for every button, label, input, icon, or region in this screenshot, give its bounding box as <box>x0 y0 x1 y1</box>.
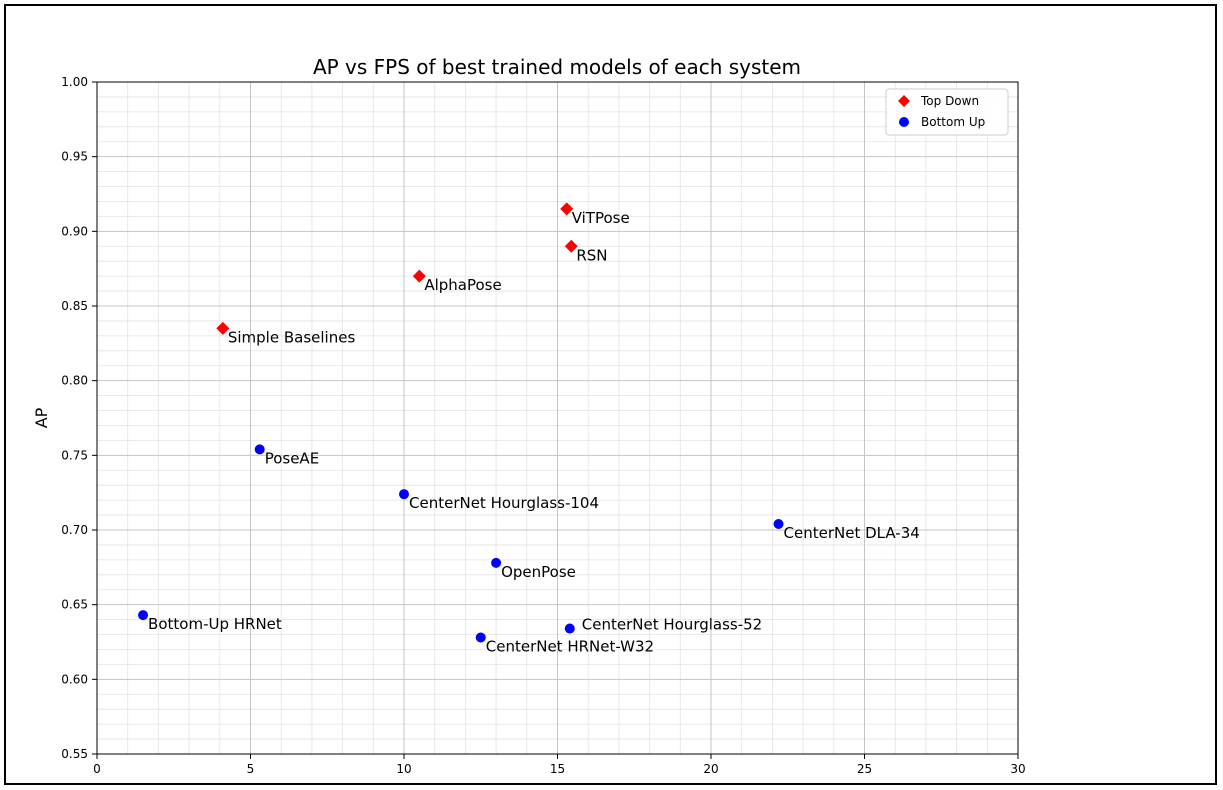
point-marker-circle <box>399 489 409 500</box>
legend-marker-diamond <box>898 95 910 107</box>
chart-title: AP vs FPS of best trained models of each… <box>313 55 801 79</box>
x-tick-label: 15 <box>550 762 565 776</box>
y-tick-label: 0.80 <box>61 374 88 388</box>
point-marker-diamond <box>216 321 230 335</box>
x-tick-label: 0 <box>93 762 101 776</box>
point-label: Bottom-Up HRNet <box>148 615 282 633</box>
point-label: CenterNet Hourglass-104 <box>409 494 599 512</box>
y-tick-label: 0.95 <box>61 150 88 164</box>
x-tick-label: 25 <box>857 762 872 776</box>
point-label: RSN <box>576 246 607 264</box>
y-tick-label: 0.65 <box>61 598 88 612</box>
point-label: PoseAE <box>265 449 319 467</box>
x-tick-label: 10 <box>396 762 411 776</box>
point-label: ViTPose <box>572 209 630 227</box>
point-label: CenterNet HRNet-W32 <box>486 638 654 656</box>
point-label: Simple Baselines <box>228 328 356 346</box>
point-label: CenterNet DLA-34 <box>784 524 920 542</box>
legend: Top Down Bottom Up <box>885 88 1009 136</box>
legend-marker-circle <box>899 117 909 127</box>
point-marker-diamond <box>412 269 426 283</box>
y-tick-label: 0.55 <box>61 747 88 761</box>
x-tick-label: 20 <box>703 762 718 776</box>
point-marker-circle <box>491 557 502 568</box>
point-marker-circle <box>564 623 575 634</box>
legend-entry-label: Top Down <box>920 94 979 108</box>
x-axis: 0 5 10 15 20 25 30 <box>93 754 1026 776</box>
point-marker-circle <box>773 519 784 530</box>
data-points: ViTPose RSN AlphaPose Simple Baselines PoseA… <box>138 202 920 656</box>
x-tick-label: 5 <box>247 762 255 776</box>
y-tick-label: 1.00 <box>61 75 88 89</box>
y-tick-label: 0.90 <box>61 224 88 238</box>
y-tick-label: 0.75 <box>61 448 88 462</box>
point-marker-circle <box>475 632 486 643</box>
figure-frame <box>4 4 1217 785</box>
y-tick-label: 0.85 <box>61 299 88 313</box>
x-tick-label: 30 <box>1010 762 1025 776</box>
point-label: CenterNet Hourglass-52 <box>582 616 762 634</box>
y-tick-label: 0.60 <box>61 672 88 686</box>
point-marker-circle <box>254 444 265 455</box>
y-axis-title: AP <box>32 407 51 428</box>
point-label: AlphaPose <box>424 276 501 294</box>
legend-box <box>885 88 1009 136</box>
point-marker-diamond <box>560 202 574 216</box>
y-axis: 0.55 0.60 0.65 0.70 0.75 0.80 0.85 0.90 0.95 1.00 <box>61 75 97 761</box>
point-marker-diamond <box>564 239 578 253</box>
legend-entry-label: Bottom Up <box>921 115 985 129</box>
point-label: OpenPose <box>501 563 576 581</box>
point-marker-circle <box>138 610 149 621</box>
y-tick-label: 0.70 <box>61 523 88 537</box>
